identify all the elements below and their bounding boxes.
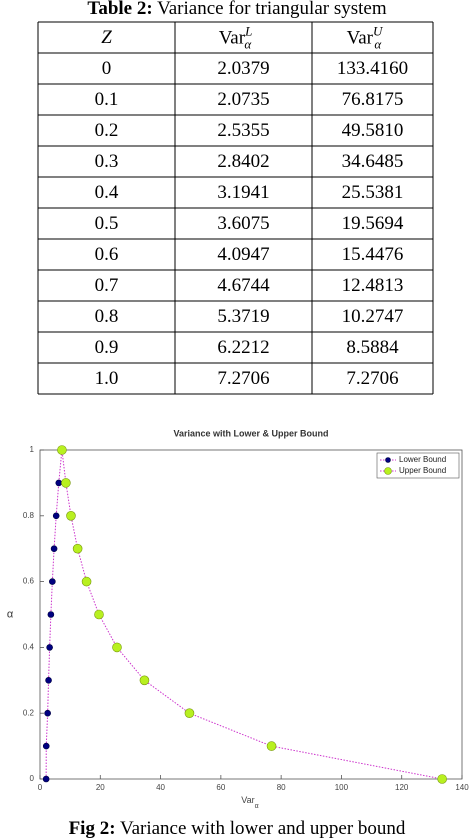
legend-marker: [385, 457, 391, 463]
header-text: Var: [347, 28, 374, 49]
data-point: [42, 742, 50, 750]
header-sub: α: [374, 36, 382, 51]
y-tick-label: 0.6: [23, 577, 35, 586]
table-cell: 133.4160: [337, 58, 408, 79]
data-point: [72, 543, 83, 554]
data-point: [94, 609, 104, 620]
table-cell: 3.1941: [217, 182, 269, 203]
figure-caption: Fig 2: Variance with lower and upper bou…: [69, 818, 406, 839]
legend-marker: [384, 467, 392, 475]
x-tick-label: 0: [38, 783, 43, 792]
table-cell: 19.5694: [342, 213, 404, 234]
table-cell: 0.4: [95, 182, 119, 203]
data-point: [66, 510, 76, 521]
table-cell: 1.0: [95, 368, 119, 389]
data-point: [61, 478, 71, 488]
data-point: [57, 445, 67, 455]
legend-label: Upper Bound: [399, 466, 446, 475]
series-line: [61, 449, 443, 780]
x-tick-label: 140: [455, 783, 469, 792]
x-tick-label: 20: [96, 783, 105, 792]
table-cell: 0.9: [95, 337, 119, 358]
x-axis-label: Varα: [241, 795, 258, 809]
table-caption: Table 2: Variance for triangular system: [87, 0, 386, 19]
series-line: [45, 449, 63, 780]
table-cell: 12.4813: [342, 275, 404, 296]
table-cell: 3.6075: [217, 213, 269, 234]
data-point: [437, 774, 447, 784]
data-point: [266, 741, 277, 751]
table-cell: 15.4476: [342, 244, 404, 265]
y-tick-label: 0: [30, 774, 35, 783]
table-cell: 0.6: [95, 244, 119, 265]
y-tick-label: 0.4: [23, 643, 35, 652]
table-cell: 0.5: [95, 213, 119, 234]
data-point: [42, 775, 50, 783]
x-tick-label: 120: [395, 783, 409, 792]
header-sub: α: [244, 36, 252, 51]
header-cell: VarL α: [219, 23, 253, 51]
data-point: [112, 642, 122, 653]
table-cell: 76.8175: [342, 89, 404, 110]
caption-label: Fig 2:: [69, 818, 116, 839]
table-cell: 5.3719: [217, 306, 269, 327]
data-point: [47, 611, 55, 618]
x-label-sub: α: [255, 803, 259, 810]
caption-text: Variance for triangular system: [157, 0, 387, 19]
table-cell: 7.2706: [346, 368, 398, 389]
data-point: [55, 479, 63, 487]
table-cell: 49.5810: [342, 120, 404, 141]
header-sup: U: [373, 23, 384, 38]
header-cell: Z: [101, 27, 112, 48]
legend-box: [376, 452, 460, 479]
header-sup: L: [244, 23, 252, 38]
table-cell: 34.6485: [342, 151, 404, 172]
table-cell: 0.8: [95, 306, 119, 327]
table-cell: 2.0735: [217, 89, 269, 110]
y-tick-label: 0.8: [23, 511, 35, 520]
x-tick-label: 40: [156, 783, 165, 792]
caption-text: Variance with lower and upper bound: [120, 818, 406, 839]
chart-title: Variance with Lower & Upper Bound: [173, 428, 328, 438]
x-label-text: Var: [241, 795, 254, 805]
table-cell: 2.8402: [217, 151, 269, 172]
table-cell: 7.2706: [217, 368, 269, 389]
table-cell: 2.5355: [217, 120, 269, 141]
data-point: [46, 644, 53, 651]
data-point: [81, 576, 92, 587]
table-cell: 10.2747: [342, 306, 404, 327]
table-cell: 0.3: [95, 151, 119, 172]
y-tick-label: 0.2: [23, 708, 35, 717]
data-point: [50, 545, 58, 553]
table-cell: 4.0947: [217, 244, 269, 265]
table-cell: 8.5884: [346, 337, 399, 358]
data-point: [44, 709, 51, 717]
table-cell: 0.7: [95, 275, 119, 296]
x-tick-label: 100: [335, 783, 349, 792]
data-point: [52, 512, 60, 520]
header-text: Var: [219, 28, 246, 49]
table-cell: 0.2: [95, 120, 119, 141]
data-point: [49, 578, 56, 585]
legend-label: Lower Bound: [399, 455, 446, 464]
table-cell: 0.1: [95, 89, 119, 110]
data-point: [184, 708, 195, 719]
y-axis-label: α: [7, 608, 14, 620]
x-tick-label: 60: [216, 783, 225, 792]
x-tick-label: 80: [277, 783, 286, 792]
y-tick-label: 1: [30, 445, 35, 454]
caption-label: Table 2:: [87, 0, 152, 19]
table-cell: 2.0379: [217, 58, 269, 79]
table-cell: 6.2212: [217, 337, 269, 358]
table-cell: 4.6744: [217, 275, 270, 296]
data-point: [139, 675, 150, 686]
table-cell: 0: [102, 58, 112, 79]
header-cell: VarU α: [347, 23, 384, 51]
data-point: [45, 676, 52, 684]
table-cell: 25.5381: [342, 182, 404, 203]
plot-area: [39, 449, 463, 780]
